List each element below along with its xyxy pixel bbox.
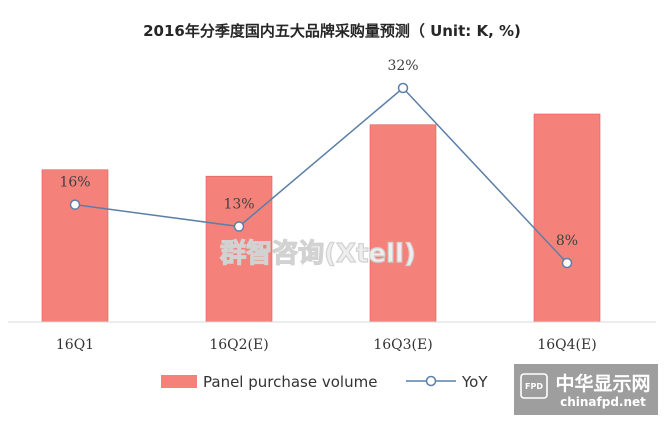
x-tick-label: 16Q1 (56, 337, 94, 353)
yoy-line (74, 86, 568, 264)
badge-domain: chinafpd.net (560, 395, 646, 409)
fpd-logo-icon (520, 373, 548, 399)
watermark-text: 群智咨询(Xtell) (219, 238, 416, 269)
yoy-point (561, 257, 573, 269)
yoy-data-label: 13% (223, 197, 254, 213)
x-axis-ticks: 16Q1 16Q2(E) 16Q3(E) 16Q4(E) (56, 337, 597, 353)
badge-background (514, 364, 658, 415)
badge-brand: 中华显示网 (555, 372, 650, 395)
site-badge: FPD 中华显示网 chinafpd.net (514, 364, 658, 415)
chart-title: 2016年分季度国内五大品牌采购量预测（ Unit: K, %) (143, 22, 521, 40)
x-tick-label: 16Q4(E) (537, 337, 596, 353)
x-tick-label: 16Q2(E) (209, 337, 268, 353)
badge-logo-text: FPD (525, 382, 543, 391)
yoy-data-label: 32% (387, 58, 418, 74)
yoy-data-label: 16% (59, 175, 90, 191)
watermark: 群智咨询(Xtell) (219, 237, 417, 269)
yoy-point (69, 199, 81, 210)
legend-swatch-volume (161, 375, 197, 388)
bar-series (41, 113, 601, 323)
yoy-data-label: 8% (556, 233, 578, 249)
bar (369, 124, 437, 323)
yoy-point (397, 82, 409, 94)
bar (533, 113, 601, 323)
legend-marker-yoy (425, 375, 437, 387)
x-tick-label: 16Q3(E) (373, 337, 432, 353)
bar (205, 175, 273, 323)
legend-label-volume: Panel purchase volume (203, 373, 377, 391)
legend-label-yoy: YoY (461, 373, 488, 391)
yoy-point (233, 221, 245, 232)
legend: Panel purchase volume YoY (161, 373, 488, 391)
line-series: 16% 13% 32% 8% (59, 58, 578, 269)
bar (41, 169, 109, 323)
